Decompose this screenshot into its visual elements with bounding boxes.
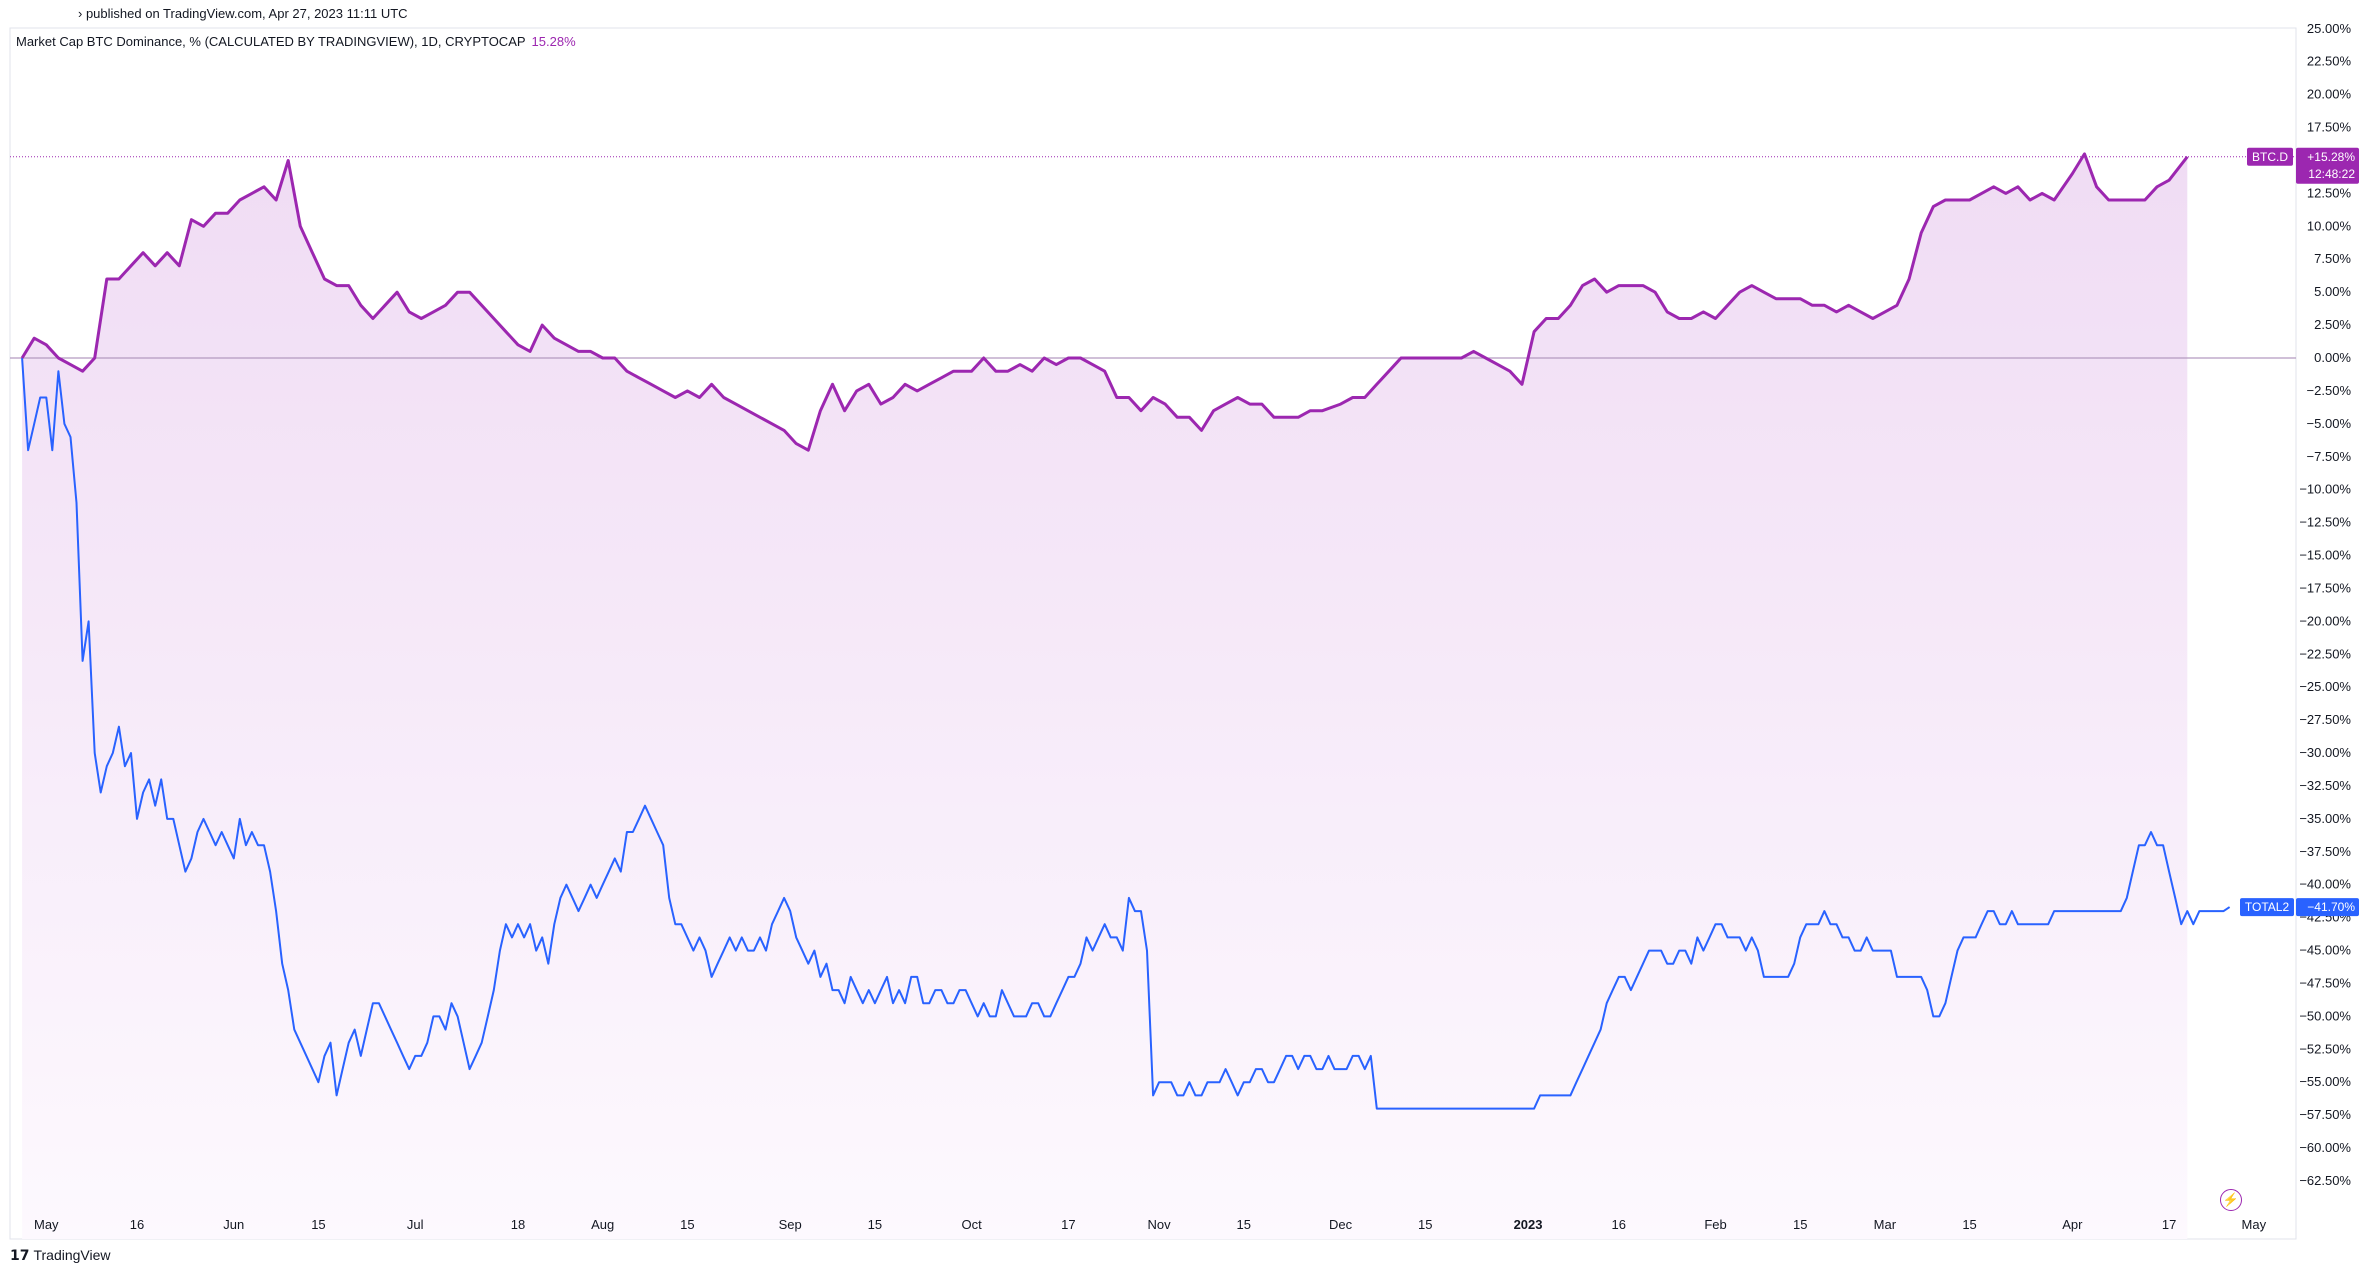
x-tick-label: Nov <box>1148 1217 1172 1232</box>
tradingview-logo[interactable]: 17 TradingView <box>10 1247 111 1264</box>
y-tick-label: 22.50% <box>2307 54 2352 69</box>
x-tick-label: Aug <box>591 1217 614 1232</box>
x-tick-label: Oct <box>962 1217 983 1232</box>
legend-series-title: Market Cap BTC Dominance, % (CALCULATED … <box>16 34 526 49</box>
chart-canvas[interactable]: 25.00%22.50%20.00%17.50%15.00%12.50%10.0… <box>0 0 2373 1240</box>
x-axis[interactable]: May 16 Jun 15 Jul 18 Aug 15 Sep 15 Oct 17 Nov 15 Dec 15… <box>34 1217 2267 1232</box>
y-tick-label: −7.50% <box>2307 449 2352 464</box>
y-tick-label: 20.00% <box>2307 87 2352 102</box>
y-tick-label: 17.50% <box>2307 120 2352 135</box>
btc-area-fill <box>22 153 2188 1239</box>
x-tick-label: 17 <box>1061 1217 1075 1232</box>
y-tick-label: −15.00% <box>2299 548 2351 563</box>
y-tick-label: −2.50% <box>2307 383 2352 398</box>
y-tick-label: −25.00% <box>2299 679 2351 694</box>
series-line-btc-d[interactable] <box>20 152 2189 452</box>
tradingview-logo-text: TradingView <box>33 1247 111 1263</box>
published-caption: › published on TradingView.com, Apr 27, … <box>78 6 408 21</box>
y-tick-label: 12.50% <box>2307 185 2352 200</box>
x-tick-label: May <box>34 1217 59 1232</box>
tradingview-mark-icon: 17 <box>10 1248 30 1264</box>
y-tick-label: 5.00% <box>2314 284 2351 299</box>
x-tick-label: Sep <box>779 1217 802 1232</box>
y-tick-label: −30.00% <box>2299 745 2351 760</box>
legend-title[interactable]: Market Cap BTC Dominance, % (CALCULATED … <box>16 34 576 49</box>
y-tick-label: 0.00% <box>2314 350 2351 365</box>
y-tick-label: 7.50% <box>2314 251 2351 266</box>
legend-series-value: 15.28% <box>531 34 576 49</box>
price-badges: BTC.D +15.28% 12:48:22 TOTAL2 −41.70% <box>2240 147 2359 917</box>
btc-area <box>22 153 2188 1239</box>
x-tick-label: Jul <box>407 1217 424 1232</box>
x-tick-label: 15 <box>311 1217 325 1232</box>
y-tick-label: −10.00% <box>2299 482 2351 497</box>
y-tick-label: −57.50% <box>2299 1107 2351 1122</box>
y-tick-label: 10.00% <box>2307 218 2352 233</box>
y-tick-label: −20.00% <box>2299 613 2351 628</box>
y-tick-label: −5.00% <box>2307 416 2352 431</box>
total2-name-badge <box>2240 898 2294 917</box>
x-tick-label: 18 <box>511 1217 525 1232</box>
x-tick-label: 16 <box>1612 1217 1626 1232</box>
series-line-total2[interactable] <box>21 357 2231 1110</box>
y-tick-label: 25.00% <box>2307 21 2352 36</box>
total2-value-label: −41.70% <box>2307 900 2355 914</box>
y-tick-label: −37.50% <box>2299 844 2351 859</box>
y-tick-label: −12.50% <box>2299 515 2351 530</box>
series-lines <box>20 152 2231 1110</box>
btc-d-name-badge <box>2247 147 2293 166</box>
x-tick-label: Mar <box>1874 1217 1897 1232</box>
btc-d-value-badge <box>2296 147 2359 184</box>
y-tick-label: −32.50% <box>2299 778 2351 793</box>
btc-d-name-label: BTC.D <box>2252 150 2288 164</box>
x-tick-label: Feb <box>1704 1217 1726 1232</box>
x-tick-label: 15 <box>680 1217 694 1232</box>
x-tick-label: 15 <box>868 1217 882 1232</box>
x-tick-label: 15 <box>1793 1217 1807 1232</box>
y-tick-label: −55.00% <box>2299 1074 2351 1089</box>
y-tick-label: −60.00% <box>2299 1140 2351 1155</box>
x-tick-label: 15 <box>1237 1217 1251 1232</box>
total2-value-badge <box>2296 898 2359 917</box>
y-tick-label: −22.50% <box>2299 646 2351 661</box>
y-tick-label: −17.50% <box>2299 580 2351 595</box>
x-tick-label: Apr <box>2062 1217 2083 1232</box>
x-tick-label: Jun <box>223 1217 244 1232</box>
zero-line <box>10 156 2296 359</box>
y-axis[interactable]: 25.00%22.50%20.00%17.50%15.00%12.50%10.0… <box>2299 21 2351 1188</box>
y-tick-label: −35.00% <box>2299 811 2351 826</box>
y-tick-label: −47.50% <box>2299 975 2351 990</box>
x-tick-label: 2023 <box>1514 1217 1543 1232</box>
y-tick-label: −40.00% <box>2299 877 2351 892</box>
y-tick-label: −62.50% <box>2299 1173 2351 1188</box>
y-tick-label: −45.00% <box>2299 943 2351 958</box>
x-tick-label: Dec <box>1329 1217 1353 1232</box>
y-tick-label: −50.00% <box>2299 1008 2351 1023</box>
y-tick-label: −52.50% <box>2299 1041 2351 1056</box>
x-tick-label: 16 <box>130 1217 144 1232</box>
btc-d-time-label: 12:48:22 <box>2308 167 2355 181</box>
x-tick-label: 17 <box>2162 1217 2176 1232</box>
x-tick-label: 15 <box>1418 1217 1432 1232</box>
btc-d-value-label: +15.28% <box>2307 150 2355 164</box>
lightning-icon[interactable]: ⚡ <box>2220 1189 2242 1211</box>
y-tick-label: −27.50% <box>2299 712 2351 727</box>
y-tick-label: 2.50% <box>2314 317 2351 332</box>
total2-name-label: TOTAL2 <box>2245 900 2290 914</box>
x-tick-label: May <box>2242 1217 2267 1232</box>
x-tick-label: 15 <box>1962 1217 1976 1232</box>
